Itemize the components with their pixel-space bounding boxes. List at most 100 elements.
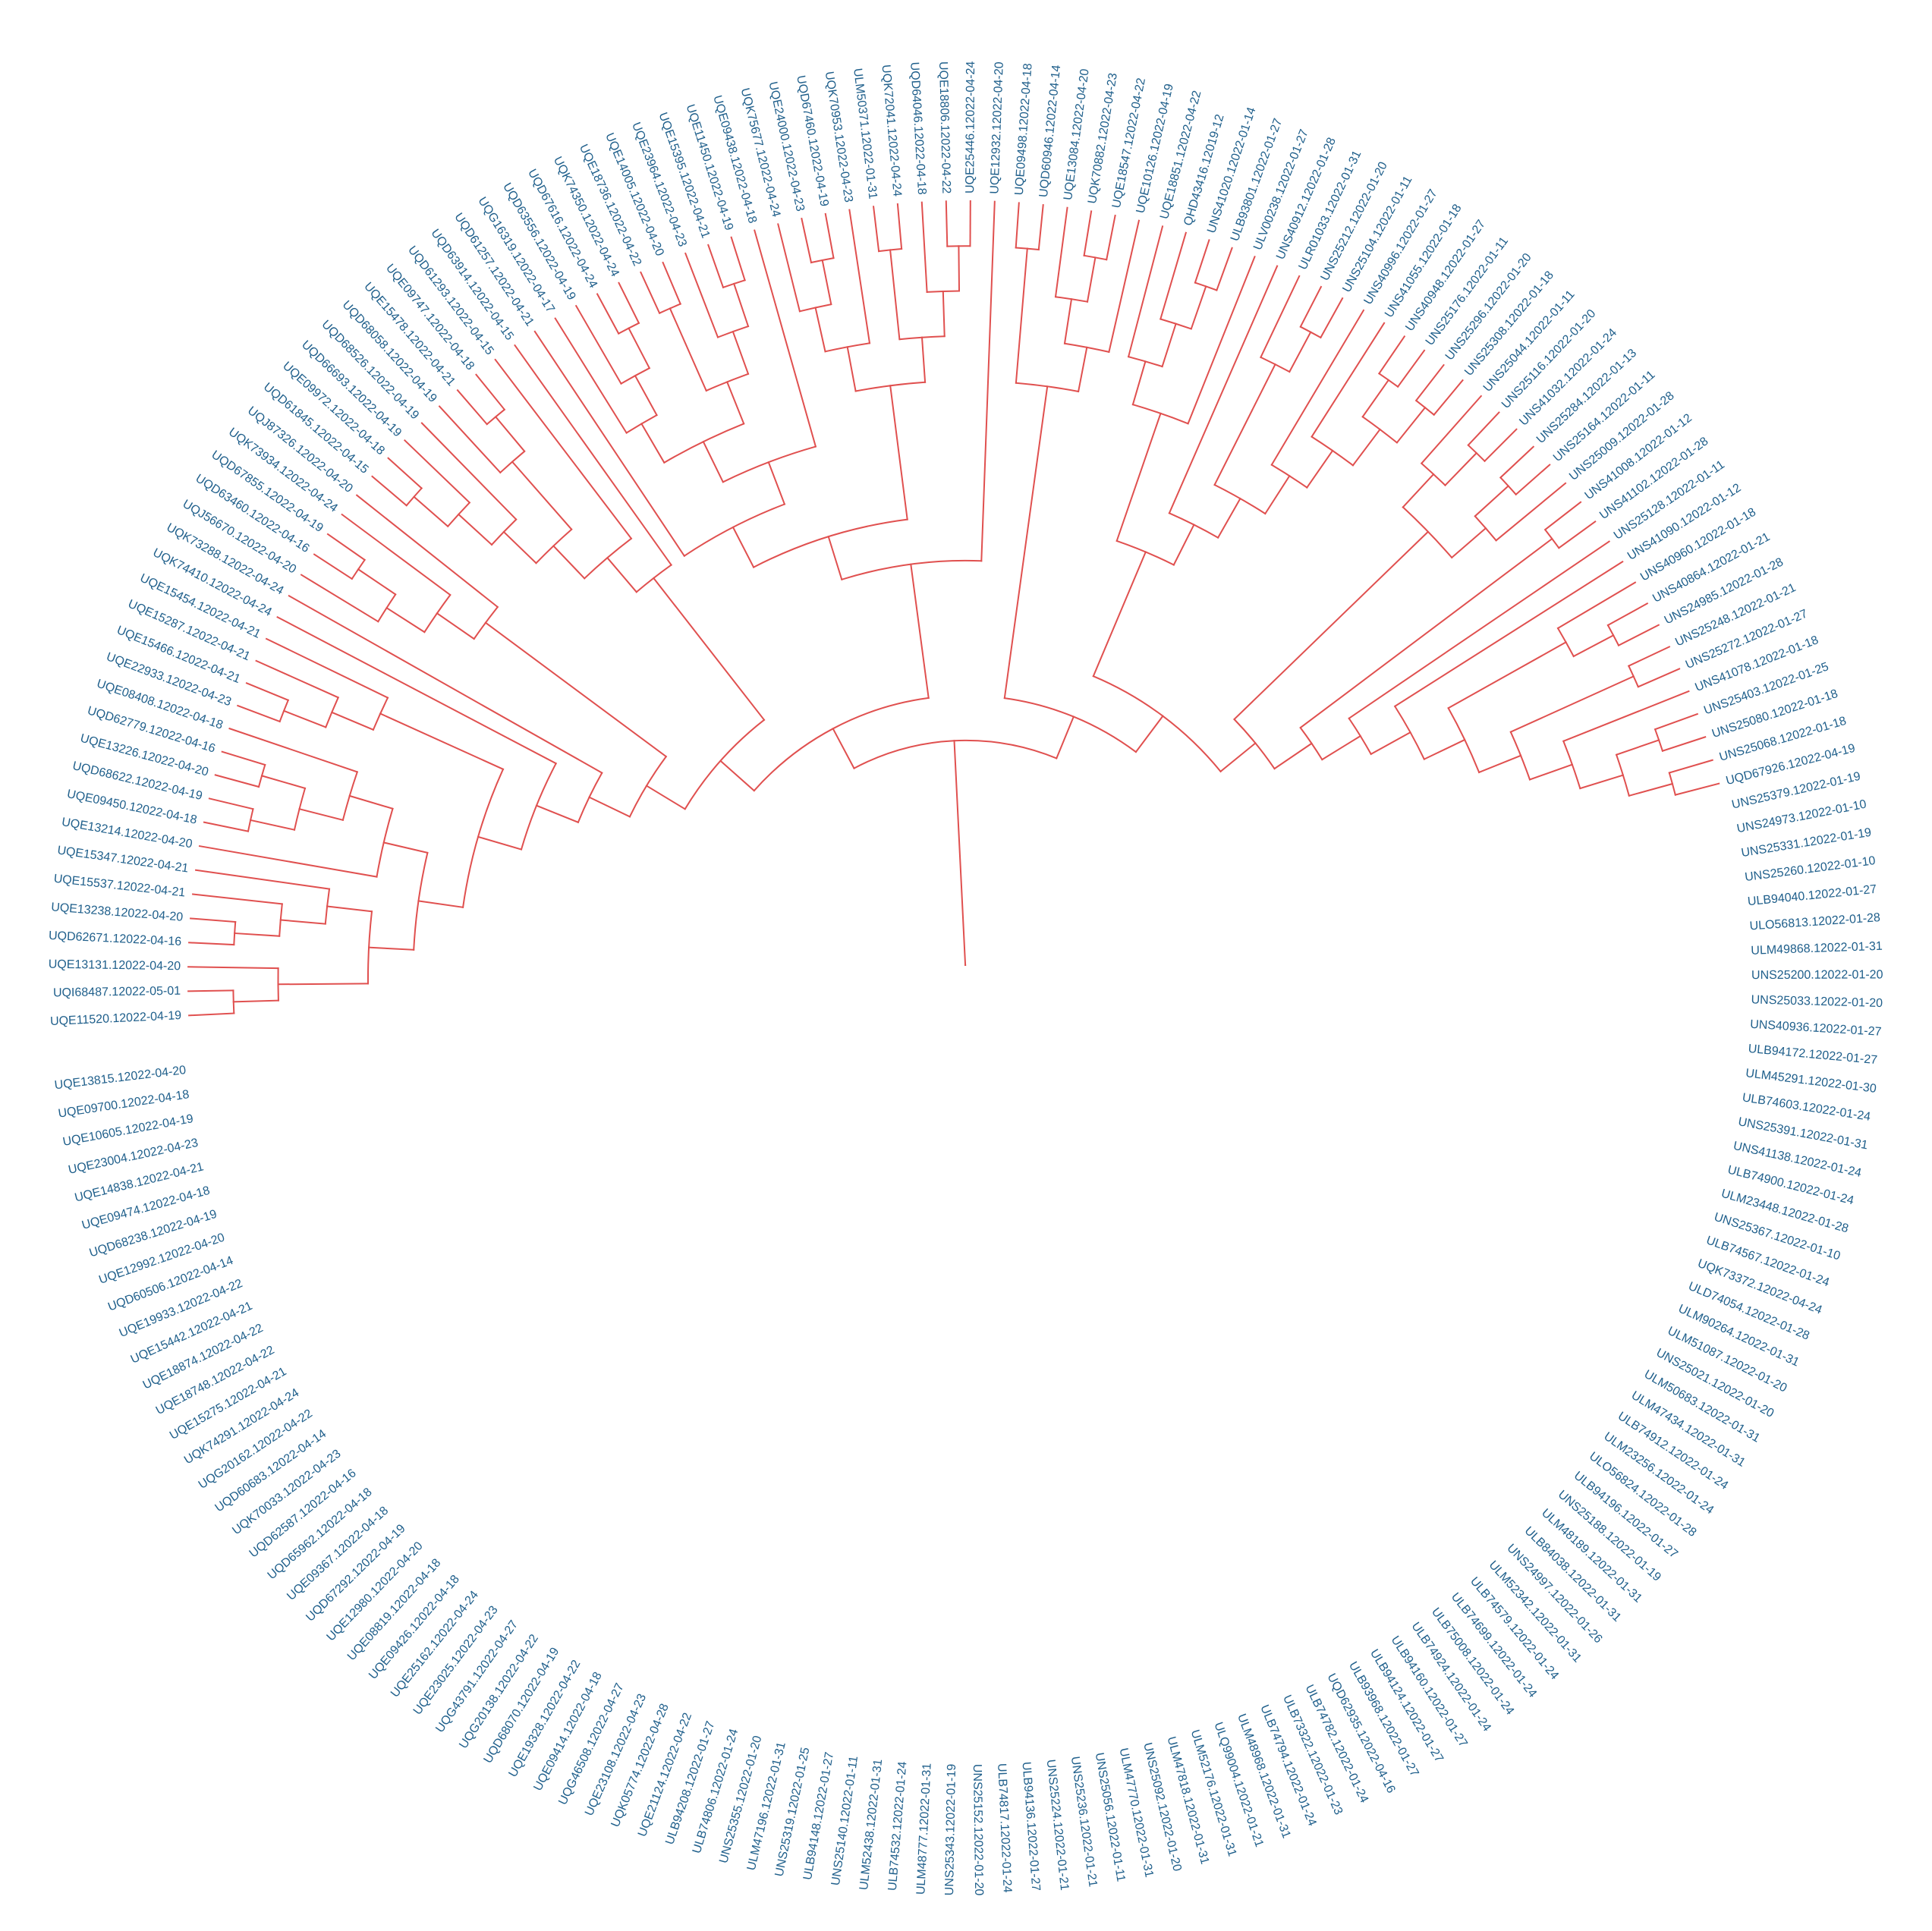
terminal-branch xyxy=(194,869,331,890)
branch-arc xyxy=(423,593,452,634)
branch-arc xyxy=(853,739,1058,769)
internal-branch xyxy=(511,461,573,531)
branch-arc xyxy=(684,719,766,810)
terminal-branch xyxy=(1637,668,1681,688)
internal-branch xyxy=(357,568,397,596)
internal-branch xyxy=(732,526,755,568)
internal-branch xyxy=(417,900,464,908)
terminal-branch xyxy=(1378,335,1406,375)
terminal-branch xyxy=(1054,206,1068,298)
internal-branch xyxy=(634,374,658,417)
branch-arc xyxy=(325,696,340,728)
internal-branch xyxy=(725,381,745,425)
internal-branch xyxy=(234,932,281,937)
internal-branch xyxy=(1474,484,1510,517)
tip-label: UQE18806.12022-04-22 xyxy=(936,61,952,194)
branch-arc xyxy=(1447,706,1480,774)
tip-label: ULB94172.12022-01-27 xyxy=(1748,1043,1878,1067)
terminal-branch xyxy=(187,966,279,970)
terminal-branch xyxy=(514,344,672,566)
terminal-branch xyxy=(1674,782,1720,796)
branch-arc xyxy=(722,445,817,483)
internal-branch xyxy=(330,711,375,731)
internal-branch xyxy=(827,535,843,581)
terminal-branch xyxy=(1270,309,1365,466)
internal-branch xyxy=(1320,734,1362,761)
tip-label: UQK73372.12022-04-24 xyxy=(1696,1257,1824,1317)
branch-arc xyxy=(722,279,746,289)
internal-branch xyxy=(1370,731,1411,756)
tip-label: UQK72041.12022-04-24 xyxy=(879,64,903,197)
branch-arc xyxy=(372,697,389,731)
branch-arc xyxy=(233,920,237,946)
tip-label: UQI68487.12022-05-01 xyxy=(53,985,181,1000)
tip-label: UNS25033.12022-01-20 xyxy=(1751,993,1883,1010)
internal-branch xyxy=(920,336,927,383)
terminal-branch xyxy=(355,494,499,609)
internal-branch xyxy=(719,760,756,792)
branch-arc xyxy=(841,559,983,581)
branch-arc xyxy=(1160,318,1193,330)
terminal-branch xyxy=(1216,247,1233,291)
internal-branch xyxy=(436,612,476,640)
tip-label: UQE12932.12022-04-20 xyxy=(988,61,1005,194)
internal-branch xyxy=(1092,551,1147,678)
internal-branch xyxy=(326,905,373,913)
internal-branch xyxy=(1115,412,1162,543)
tip-label: UQE11520.12022-04-19 xyxy=(50,1009,182,1028)
internal-branch xyxy=(477,835,523,851)
terminal-branch xyxy=(1160,231,1188,320)
terminal-branch xyxy=(187,989,234,992)
tip-label: UNS25236.12022-01-21 xyxy=(1068,1756,1100,1888)
branch-arc xyxy=(683,503,786,558)
branch-arc xyxy=(617,322,640,335)
terminal-branch xyxy=(326,533,366,561)
terminal-branch xyxy=(1393,560,1624,708)
internal-branch xyxy=(588,796,631,818)
terminal-branch xyxy=(896,203,903,250)
terminal-branch xyxy=(221,750,266,766)
internal-branch xyxy=(1447,641,1567,709)
tip-label: UNS25152.12022-01-20 xyxy=(971,1764,985,1896)
internal-branch xyxy=(958,245,961,292)
terminal-branch xyxy=(1414,363,1445,402)
internal-branch xyxy=(367,946,415,951)
branch-arc xyxy=(232,989,235,1014)
terminal-branch xyxy=(1106,214,1116,261)
branch-arc xyxy=(635,564,672,593)
terminal-branch xyxy=(1617,624,1660,646)
branch-arc xyxy=(1562,740,1581,790)
internal-branch xyxy=(457,513,493,546)
internal-branch xyxy=(628,327,651,370)
terminal-branch xyxy=(1499,445,1535,479)
tip-label: UQE09498.12022-04-18 xyxy=(1013,63,1035,196)
internal-branch xyxy=(385,606,426,634)
terminal-branch xyxy=(371,475,408,507)
internal-branch xyxy=(1213,363,1276,486)
internal-branch xyxy=(652,577,766,722)
branch-arc xyxy=(1131,403,1189,425)
tip-label: UNS25140.12022-01-11 xyxy=(829,1755,861,1886)
internal-branch xyxy=(1055,715,1075,760)
branch-arc xyxy=(1233,718,1276,770)
internal-branch xyxy=(484,621,668,758)
tip-label: UNS25343.12022-01-19 xyxy=(943,1764,958,1896)
tip-label: ULM48968.12022-01-31 xyxy=(1235,1712,1293,1841)
terminal-branch xyxy=(707,244,725,289)
internal-branch xyxy=(1015,247,1028,384)
internal-branch xyxy=(1131,360,1147,406)
tip-label: ULM48777.12022-01-31 xyxy=(914,1763,933,1895)
tip-label: UQD60506.12022-04-14 xyxy=(106,1254,235,1314)
terminal-branch xyxy=(198,844,378,878)
tip-label: UQD64046.12022-04-18 xyxy=(908,61,928,195)
internal-branch xyxy=(260,775,307,790)
branch-arc xyxy=(1127,355,1163,368)
branch-arc xyxy=(1615,753,1631,797)
terminal-branch xyxy=(1187,256,1256,425)
internal-branch xyxy=(282,709,327,728)
terminal-branch xyxy=(1606,602,1649,627)
internal-branch xyxy=(249,819,296,831)
terminal-branch xyxy=(824,212,835,259)
terminal-branch xyxy=(265,637,389,699)
tip-label: ULM52438.12022-01-31 xyxy=(857,1759,885,1891)
